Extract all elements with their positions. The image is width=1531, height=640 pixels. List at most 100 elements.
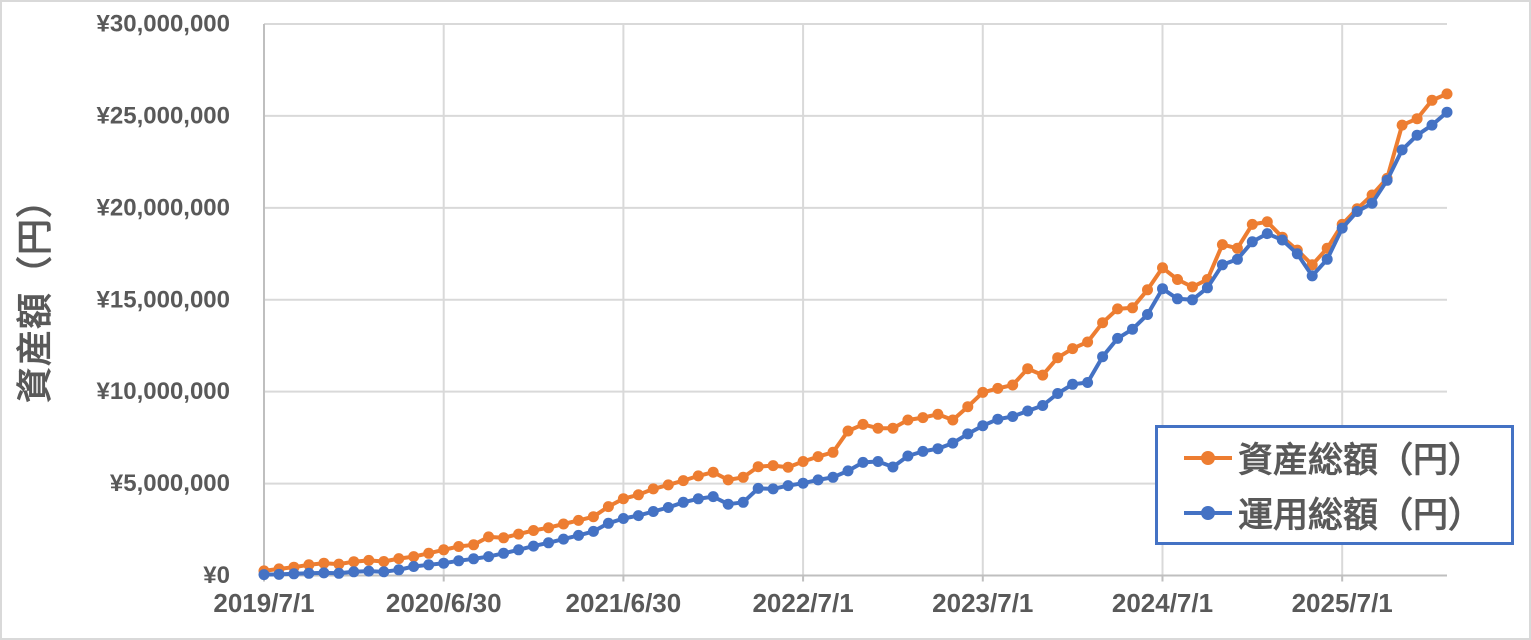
series-total-invested-marker: [1291, 248, 1303, 260]
series-total-assets-marker: [722, 474, 734, 486]
series-total-assets-marker: [513, 528, 525, 540]
series-total-invested-marker: [423, 559, 435, 571]
series-total-assets-marker: [887, 422, 899, 434]
series-total-invested-marker: [662, 502, 674, 513]
series-total-invested-marker: [1276, 234, 1288, 246]
series-total-assets-marker: [1426, 94, 1438, 106]
y-tick-label: ¥15,000,000: [97, 286, 230, 313]
gridlines: [264, 23, 1447, 576]
series-total-invested-marker: [513, 544, 525, 556]
series-total-assets-marker: [1052, 352, 1064, 364]
series-total-assets-marker: [1112, 303, 1124, 315]
series-total-assets-marker: [812, 451, 824, 463]
series-total-invested-marker: [962, 428, 974, 440]
series-total-assets-marker: [857, 418, 869, 430]
series-total-assets-marker: [692, 470, 704, 482]
series-total-invested-marker: [797, 477, 809, 489]
series-total-invested-marker: [1127, 323, 1138, 335]
x-tick-label: 2023/7/1: [932, 588, 1033, 618]
series-total-assets-marker: [902, 414, 914, 426]
y-tick-label: ¥5,000,000: [110, 470, 230, 497]
series-total-invested-marker: [677, 496, 689, 508]
series-total-assets-marker: [528, 525, 539, 536]
series-total-assets-marker: [453, 541, 465, 552]
series-total-assets-marker: [782, 461, 794, 473]
series-total-invested-marker: [258, 569, 270, 581]
series-total-invested-marker: [1321, 253, 1333, 265]
series-total-assets-marker: [438, 544, 450, 556]
series-total-invested-marker: [558, 533, 569, 545]
series-total-assets-marker: [842, 425, 854, 437]
y-tick-label: ¥0: [203, 562, 230, 589]
series-total-assets-marker: [1441, 88, 1453, 100]
series-total-assets-marker: [498, 532, 510, 544]
series-total-assets-marker: [677, 475, 689, 487]
series-total-assets-marker: [318, 557, 330, 569]
x-tick-label: 2020/6/30: [386, 588, 502, 618]
series-total-assets-marker: [1142, 284, 1153, 296]
series-total-assets-marker: [1127, 302, 1138, 314]
series-total-invested-marker: [303, 567, 315, 579]
series-total-invested-marker: [857, 456, 869, 468]
series-total-invested-marker: [1261, 228, 1273, 240]
series-total-assets-marker: [1082, 336, 1094, 348]
series-total-assets-marker: [543, 522, 554, 534]
series-total-invested-marker: [1007, 411, 1019, 422]
series-total-invested-marker: [1306, 270, 1318, 282]
series-total-invested-marker: [767, 483, 779, 495]
series-total-invested-marker: [1201, 282, 1213, 294]
series-total-invested-marker: [977, 420, 989, 432]
series-total-assets-marker: [333, 558, 345, 570]
series-total-assets-marker: [348, 556, 360, 568]
series-total-assets-marker: [587, 511, 599, 523]
legend-item-total-assets: 資産総額（円）: [1184, 432, 1511, 483]
series-total-assets-marker: [483, 531, 495, 543]
series-total-assets-marker: [917, 412, 929, 424]
x-tick-label: 2024/7/1: [1112, 588, 1213, 618]
series-total-invested-marker: [378, 566, 390, 578]
series-total-invested-marker: [1246, 236, 1258, 248]
series-total-invested-marker: [483, 551, 495, 563]
series-total-invested-marker: [587, 525, 599, 537]
series-total-assets-marker: [752, 461, 764, 473]
series-total-invested-marker: [1172, 293, 1183, 305]
series-total-invested-marker: [528, 540, 539, 552]
x-tick-label: 2022/7/1: [752, 588, 853, 618]
series-total-assets-marker: [1067, 343, 1079, 355]
x-tick-label: 2019/7/1: [213, 588, 314, 618]
series-total-invested-marker: [1441, 106, 1453, 118]
series-total-invested-marker: [992, 413, 1004, 425]
y-tick-label: ¥25,000,000: [97, 102, 230, 129]
series-total-assets-marker: [573, 514, 584, 526]
total-assets-line-marker-icon: [1184, 450, 1232, 465]
y-tick-label: ¥10,000,000: [97, 378, 230, 405]
series-total-invested-marker: [1396, 144, 1408, 156]
series-total-invested-marker: [707, 491, 719, 503]
series-total-invested-marker: [1351, 206, 1363, 217]
series-total-assets-marker: [632, 489, 644, 501]
series-total-assets-marker: [363, 554, 375, 566]
series-total-assets-marker: [1186, 281, 1198, 293]
series-total-assets-marker: [797, 456, 809, 467]
series-total-invested-marker: [288, 568, 300, 580]
series-total-invested-marker: [947, 437, 959, 449]
series-total-invested-marker: [273, 568, 285, 580]
series-total-invested-marker: [1142, 309, 1153, 320]
series-total-assets-marker: [393, 553, 405, 565]
series-total-invested-marker: [887, 461, 899, 473]
series-total-assets: [258, 88, 1453, 577]
series-total-invested-marker: [333, 567, 345, 579]
series-total-invested-marker: [842, 465, 854, 477]
series-total-assets-marker: [932, 408, 944, 420]
series-total-invested-marker: [1411, 129, 1423, 141]
series-total-invested-marker: [647, 506, 659, 517]
series-total-assets-marker: [408, 551, 420, 563]
series-total-invested-marker: [573, 529, 584, 541]
series-total-invested-marker: [632, 510, 644, 522]
series-total-invested-marker: [1022, 405, 1034, 417]
series-total-invested-marker: [1052, 388, 1064, 399]
series-total-invested-marker: [1097, 351, 1109, 363]
total-invested-line-marker-icon: [1184, 505, 1232, 520]
y-tick-label: ¥30,000,000: [97, 11, 230, 38]
